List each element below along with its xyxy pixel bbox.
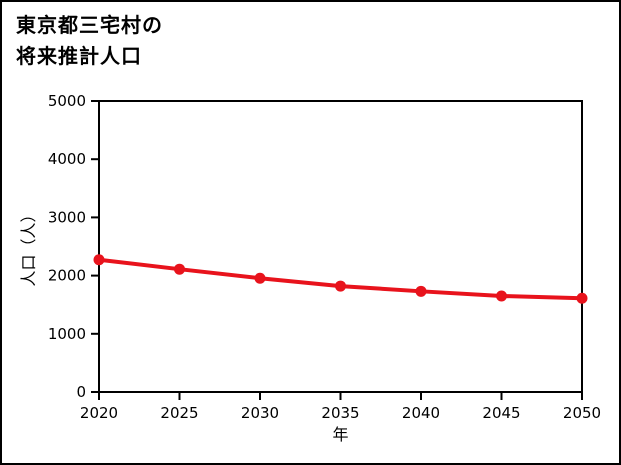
x-tick-label: 2040 xyxy=(402,404,440,422)
y-tick-label: 3000 xyxy=(48,208,86,226)
data-point-2050 xyxy=(576,292,588,304)
y-axis-label: 人口（人） xyxy=(19,206,38,286)
x-tick-label: 2020 xyxy=(80,404,118,422)
x-tick-label: 2045 xyxy=(482,404,520,422)
x-tick-label: 2030 xyxy=(241,404,279,422)
chart-title-line1: 東京都三宅村の xyxy=(16,13,163,37)
y-tick-label: 0 xyxy=(76,383,86,401)
x-tick-label: 2035 xyxy=(321,404,359,422)
chart-title-line2: 将来推計人口 xyxy=(16,44,142,68)
chart-title: 東京都三宅村の 将来推計人口 xyxy=(16,10,163,72)
y-tick-label: 2000 xyxy=(48,267,86,285)
data-point-2025 xyxy=(174,263,185,275)
y-tick-label: 5000 xyxy=(48,92,86,110)
x-tick-label: 2050 xyxy=(563,404,601,422)
x-axis-label: 年 xyxy=(332,425,348,444)
data-point-2035 xyxy=(335,280,346,292)
data-point-2020 xyxy=(93,254,105,266)
y-tick-label: 1000 xyxy=(48,325,86,343)
plot-area xyxy=(98,100,583,393)
data-point-2045 xyxy=(496,290,507,302)
y-tick-label: 4000 xyxy=(48,150,86,168)
data-point-2040 xyxy=(415,285,427,297)
x-tick-label: 2025 xyxy=(160,404,198,422)
data-point-2030 xyxy=(254,272,266,284)
